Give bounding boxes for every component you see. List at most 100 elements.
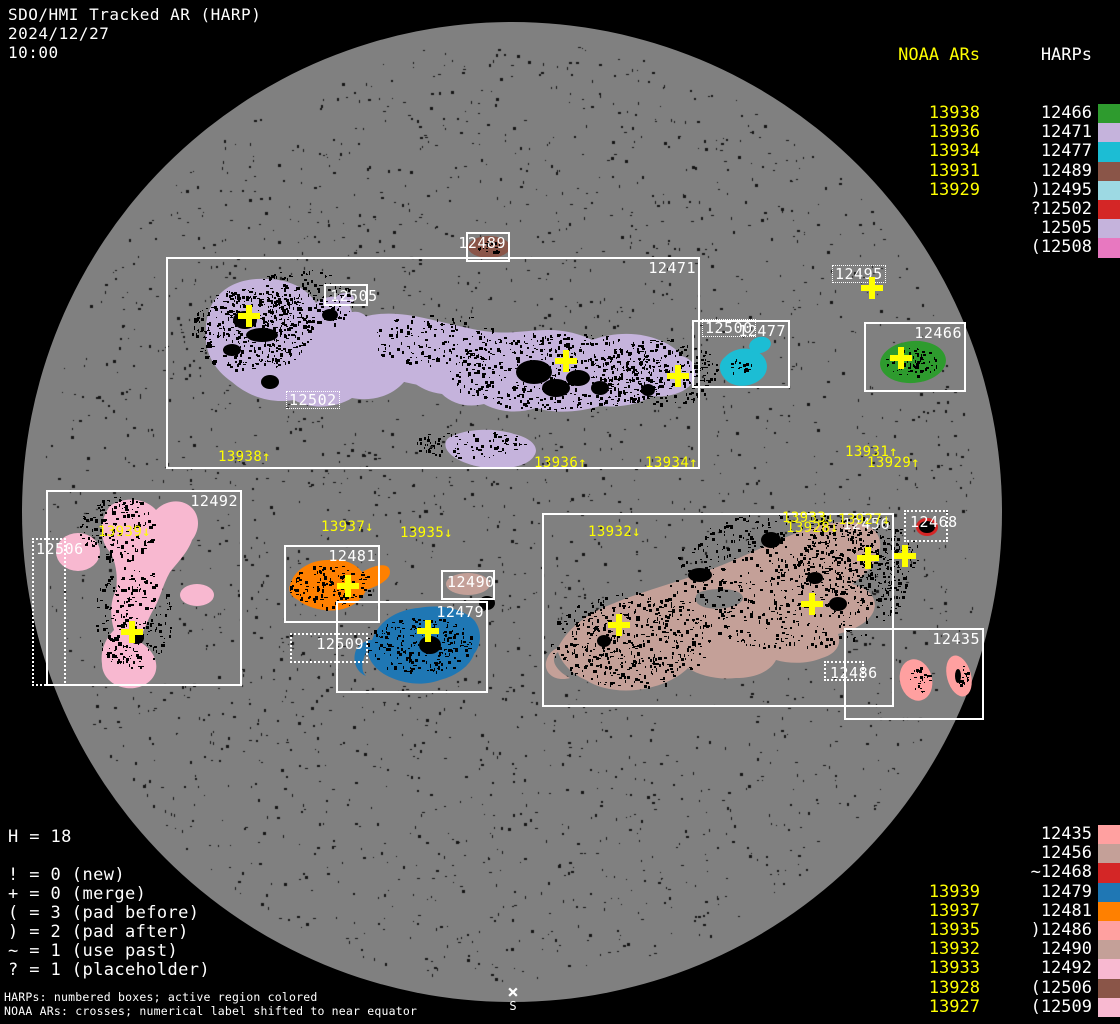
legend-row: 13934 12477 bbox=[876, 141, 1120, 162]
legend-harp-id[interactable]: ~12468 bbox=[1030, 862, 1092, 883]
legend-noaa-id[interactable]: 13939 bbox=[928, 881, 980, 902]
legend-row: 12435 bbox=[876, 824, 1120, 845]
legend-noaa-id[interactable]: 13929 bbox=[928, 179, 980, 200]
legend-harp-id[interactable]: 12492 bbox=[1040, 958, 1092, 979]
legend-color-swatch bbox=[1098, 882, 1120, 902]
harp-box-label: 12471 bbox=[648, 259, 696, 277]
legend-color-swatch bbox=[1098, 180, 1120, 200]
harp-box-label: 12456 bbox=[842, 515, 890, 533]
legend-row: 13932 12490 bbox=[876, 939, 1120, 960]
legend-color-swatch bbox=[1098, 997, 1120, 1017]
harp-label-12502[interactable]: 12502 bbox=[286, 391, 340, 409]
noaa-ar-label-13927[interactable]: 13927↓ bbox=[838, 512, 891, 528]
harp-box-12492[interactable]: 12492 bbox=[46, 490, 242, 686]
legend-row: 13937 12481 bbox=[876, 900, 1120, 921]
harp-box-12477[interactable]: 12477 bbox=[692, 320, 790, 388]
legend-row: 13931 12489 bbox=[876, 160, 1120, 181]
legend-noaa-id[interactable]: 13931 bbox=[928, 160, 980, 181]
legend-noaa-id[interactable]: 13928 bbox=[928, 977, 980, 998]
legend-harp-id[interactable]: 12481 bbox=[1040, 900, 1092, 921]
legend-color-swatch bbox=[1098, 901, 1120, 921]
harp-label-12495[interactable]: 12495 bbox=[832, 265, 886, 283]
legend-harp-id[interactable]: 12466 bbox=[1040, 103, 1092, 123]
legend-noaa-id[interactable]: 13932 bbox=[928, 939, 980, 960]
legend-color-swatch bbox=[1098, 161, 1120, 181]
legend-harp-id[interactable]: 12479 bbox=[1040, 881, 1092, 902]
noaa-ar-label-13931[interactable]: 13931↑ bbox=[845, 444, 898, 460]
legend-color-swatch bbox=[1098, 920, 1120, 941]
legend-noaa-id[interactable]: 13935 bbox=[928, 919, 980, 940]
harp-box-12466[interactable]: 12466 bbox=[864, 322, 966, 392]
legend-noaa-id[interactable]: 13927 bbox=[928, 996, 980, 1017]
legend-color-swatch bbox=[1098, 123, 1120, 143]
noaa-ar-label-13929[interactable]: 13929↑ bbox=[867, 455, 920, 471]
legend-noaa-id[interactable]: 13933 bbox=[928, 958, 980, 979]
harp-box-label: 12506 bbox=[36, 540, 84, 558]
legend-harp-id[interactable]: ?12502 bbox=[1030, 198, 1092, 219]
legend-harp-id[interactable]: (12508 bbox=[1030, 237, 1092, 258]
legend-top: NOAA ARs HARPs 13938 12466 13936 12471 13934… bbox=[876, 8, 1120, 258]
legend-color-swatch bbox=[1098, 238, 1120, 258]
legend-row: 13938 12466 bbox=[876, 103, 1120, 124]
legend-harp-id[interactable]: )12495 bbox=[1030, 179, 1092, 200]
legend-color-swatch bbox=[1098, 978, 1120, 998]
harp-box-12489[interactable]: 12489 bbox=[458, 232, 510, 262]
legend-harp-id[interactable]: 12471 bbox=[1040, 122, 1092, 143]
harp-box-12506[interactable]: 12506 bbox=[32, 538, 83, 686]
harp-label-12500[interactable]: 12500 bbox=[702, 319, 756, 337]
noaa-ar-label-13928[interactable]: 13928↓ bbox=[786, 520, 839, 536]
harp-box-12479[interactable]: 12479 bbox=[336, 601, 488, 693]
legend-row: ?12502 bbox=[876, 198, 1120, 220]
harp-box-12456[interactable]: 12456 bbox=[542, 513, 894, 707]
legend-noaa-id[interactable]: 13936 bbox=[928, 122, 980, 143]
noaa-ar-label-13937[interactable]: 13937↓ bbox=[321, 519, 374, 535]
legend-color-swatch bbox=[1098, 104, 1120, 124]
legend-harp-id[interactable]: 12489 bbox=[1040, 160, 1092, 181]
harp-box-12505[interactable]: 12505 bbox=[324, 284, 377, 306]
legend-row: ~12468 bbox=[876, 862, 1120, 883]
harp-box-12468[interactable]: 12468 bbox=[904, 510, 957, 542]
legend-harp-header: HARPs bbox=[1040, 45, 1092, 66]
legend-color-swatch bbox=[1098, 825, 1120, 845]
legend-row: 13928 (12506 bbox=[876, 977, 1120, 998]
legend-row: 13936 12471 bbox=[876, 122, 1120, 143]
harp-box-label: 12468 bbox=[910, 513, 958, 531]
legend-harp-id[interactable]: 12505 bbox=[1040, 218, 1092, 239]
harp-stats-legend: H = 18 ! = 0 (new) + = 0 (merge) ( = 3 (… bbox=[8, 827, 211, 980]
harp-box-12471[interactable]: 12471 bbox=[166, 257, 700, 469]
noaa-ar-label-13934[interactable]: 13934↑ bbox=[645, 455, 698, 471]
legend-harp-id[interactable]: 12456 bbox=[1040, 843, 1092, 864]
legend-harp-id[interactable]: 12490 bbox=[1040, 939, 1092, 960]
noaa-ar-label-13935[interactable]: 13935↓ bbox=[400, 525, 453, 541]
harp-box-label: 12477 bbox=[738, 322, 786, 340]
noaa-ar-label-13933[interactable]: 13933↓ bbox=[782, 510, 835, 526]
harp-box-12481[interactable]: 12481 bbox=[284, 545, 380, 623]
legend-harp-id[interactable]: (12506 bbox=[1030, 977, 1092, 998]
harp-box-label: 12505 bbox=[330, 287, 378, 305]
legend-harp-id[interactable]: 12477 bbox=[1040, 141, 1092, 162]
legend-noaa-id[interactable]: 13938 bbox=[928, 103, 980, 123]
noaa-ar-label-13936[interactable]: 13936↑ bbox=[534, 455, 587, 471]
harp-box-12509[interactable]: 12509 bbox=[290, 633, 368, 663]
harp-box-12435[interactable]: 12435 bbox=[844, 628, 984, 720]
harp-box-12490[interactable]: 12490 bbox=[441, 570, 495, 600]
legend-noaa-id[interactable]: 13934 bbox=[928, 141, 980, 162]
legend-harp-id[interactable]: (12509 bbox=[1030, 996, 1092, 1017]
south-pole-label: S bbox=[509, 999, 517, 1013]
legend-noaa-id[interactable]: 13937 bbox=[928, 900, 980, 921]
noaa-ar-label-13938[interactable]: 13938↑ bbox=[218, 449, 271, 465]
legend-top-header: NOAA ARs HARPs bbox=[876, 46, 1120, 65]
legend-color-swatch bbox=[1098, 959, 1120, 979]
legend-harp-id[interactable]: )12486 bbox=[1030, 919, 1092, 940]
legend-row: 13935 )12486 bbox=[876, 919, 1120, 941]
south-pole-cross-icon: × bbox=[507, 981, 519, 1003]
legend-row: 12505 bbox=[876, 218, 1120, 239]
legend-harp-id[interactable]: 12435 bbox=[1040, 824, 1092, 844]
noaa-ar-label-13932[interactable]: 13932↓ bbox=[588, 524, 641, 540]
harp-box-label: 12486 bbox=[830, 664, 878, 682]
noaa-ar-label-13939[interactable]: 13939↓ bbox=[98, 524, 151, 540]
harp-box-label: 12492 bbox=[190, 492, 238, 510]
legend-color-swatch bbox=[1098, 199, 1120, 220]
legend-color-swatch bbox=[1098, 940, 1120, 960]
